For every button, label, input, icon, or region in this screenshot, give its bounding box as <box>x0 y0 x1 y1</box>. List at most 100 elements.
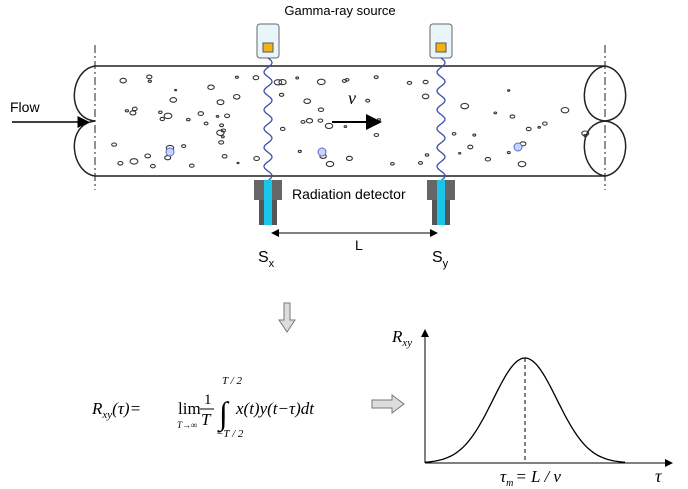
right-arrow <box>371 394 405 414</box>
particle <box>507 89 511 92</box>
peak-rhs: = L / v <box>515 467 561 486</box>
particle <box>253 155 260 162</box>
particle <box>129 158 139 165</box>
particle <box>345 155 353 162</box>
particle <box>129 110 137 116</box>
particle <box>583 134 588 138</box>
particle-marked <box>317 147 327 157</box>
particle <box>131 106 138 112</box>
particle <box>421 93 430 100</box>
peak-label: τm = L / v <box>500 467 561 489</box>
plot-y-main: R <box>391 327 403 346</box>
particle <box>472 133 477 137</box>
sensor-x: Sx <box>258 249 275 270</box>
sensor-x-main: S <box>258 249 269 266</box>
source-label: Gamma-ray source <box>284 3 395 18</box>
particle <box>197 111 205 117</box>
particle <box>417 160 424 165</box>
particle <box>219 123 225 128</box>
formula-lim: lim <box>178 399 201 418</box>
particle-marked <box>513 142 523 152</box>
particle <box>159 116 166 122</box>
particle <box>163 112 173 120</box>
particle <box>218 140 225 145</box>
plot-x-label: τ <box>655 466 662 486</box>
particle <box>517 160 527 168</box>
gamma-source <box>256 23 453 59</box>
particle <box>234 75 239 79</box>
velocity-label: v <box>348 88 356 108</box>
particle <box>185 117 191 122</box>
particle <box>467 144 474 150</box>
particle <box>149 163 156 169</box>
particle <box>376 118 382 122</box>
down-arrow <box>278 302 296 333</box>
plot-y-label: Rxy <box>391 327 412 349</box>
particle <box>203 121 209 126</box>
particle <box>373 75 379 80</box>
particle <box>560 106 570 114</box>
peak-sub: m <box>506 478 513 489</box>
particle <box>493 111 498 115</box>
formula-r: R <box>91 399 103 418</box>
particle <box>146 74 153 80</box>
particle <box>215 114 220 118</box>
particle <box>124 109 130 113</box>
particle <box>158 110 163 115</box>
particle <box>458 151 462 155</box>
particle <box>581 130 590 137</box>
particle <box>207 84 215 91</box>
particle <box>144 153 152 159</box>
sensor-y-sub: y <box>443 258 449 270</box>
particle <box>542 121 548 126</box>
particle <box>390 161 395 166</box>
particle <box>324 122 334 130</box>
particle <box>406 80 413 85</box>
formula-den: T <box>201 410 212 429</box>
plot-y-sub: xy <box>401 337 412 349</box>
formula-lim-sub: T→∞ <box>177 420 197 430</box>
radiation-detector <box>254 180 455 225</box>
formula-r-sub: xy <box>101 409 112 421</box>
particle <box>278 92 285 97</box>
particle <box>216 129 225 136</box>
wave <box>436 57 446 181</box>
particle <box>325 160 335 168</box>
particle <box>169 97 178 103</box>
pipe <box>73 45 627 190</box>
formula-num: 1 <box>204 392 212 408</box>
particle <box>278 78 287 86</box>
particle <box>174 88 178 92</box>
particle <box>147 79 152 83</box>
particle <box>221 154 228 159</box>
formula-arg: (τ)= <box>112 399 141 418</box>
particle <box>537 125 542 129</box>
particle <box>460 102 470 110</box>
particle <box>341 78 348 83</box>
particle <box>295 76 300 80</box>
formula-integral: ∫ <box>217 395 230 433</box>
distance-label: L <box>355 237 363 253</box>
particle <box>297 149 302 154</box>
particle <box>484 156 492 162</box>
particle <box>279 126 286 132</box>
formula-lower: −T / 2 <box>216 428 244 440</box>
particle <box>506 151 511 155</box>
particle <box>252 75 260 81</box>
particle <box>373 132 380 138</box>
particle <box>117 160 124 166</box>
particle <box>119 77 127 84</box>
gamma-ray <box>263 57 446 181</box>
particle <box>509 114 516 119</box>
particle <box>317 118 324 123</box>
particle <box>236 161 240 165</box>
flow-label: Flow <box>10 99 40 115</box>
particle <box>232 93 241 100</box>
particle <box>317 107 325 113</box>
wave <box>263 57 273 181</box>
formula-upper: T / 2 <box>222 375 242 387</box>
particle <box>365 98 371 103</box>
svg-text:Rxy(τ)=: Rxy(τ)= <box>91 399 141 421</box>
particle <box>422 79 429 85</box>
